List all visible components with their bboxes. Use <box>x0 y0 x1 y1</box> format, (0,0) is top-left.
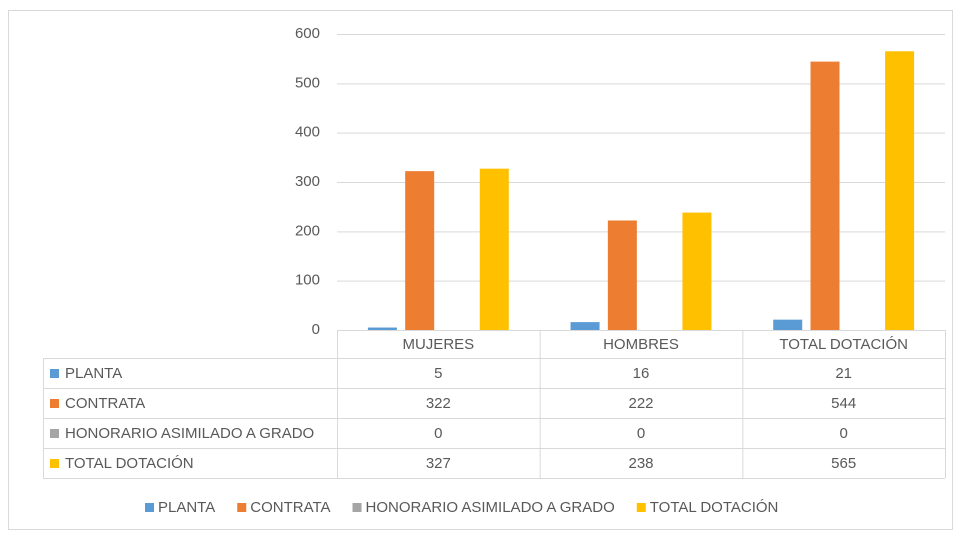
bar <box>773 319 803 330</box>
y-tick-label: 400 <box>295 124 320 141</box>
legend-label: TOTAL DOTACIÓN <box>650 499 779 516</box>
legend-label: PLANTA <box>158 499 215 516</box>
bar <box>367 327 397 330</box>
bar <box>885 51 915 331</box>
table-value: 238 <box>628 455 653 472</box>
table-value: 0 <box>839 425 847 442</box>
legend-key <box>50 399 59 408</box>
y-tick-label: 500 <box>295 74 320 91</box>
series-label: PLANTA <box>65 365 122 382</box>
table-value: 322 <box>426 395 451 412</box>
table-value: 565 <box>831 455 856 472</box>
legend-label: HONORARIO ASIMILADO A GRADO <box>366 499 615 516</box>
table-value: 21 <box>835 365 852 382</box>
table-value: 0 <box>434 425 442 442</box>
y-tick-label: 100 <box>295 272 320 289</box>
bar <box>607 220 637 330</box>
y-tick-label: 600 <box>295 25 320 42</box>
series-label: TOTAL DOTACIÓN <box>65 455 194 472</box>
category-label: MUJERES <box>402 336 474 353</box>
legend-key <box>50 369 59 378</box>
bar <box>479 168 509 330</box>
table-value: 16 <box>633 365 650 382</box>
table-value: 544 <box>831 395 856 412</box>
legend-key <box>352 503 362 512</box>
category-label: TOTAL DOTACIÓN <box>779 336 908 353</box>
category-label: HOMBRES <box>603 336 679 353</box>
table-value: 327 <box>426 455 451 472</box>
bar <box>570 322 600 330</box>
y-tick-label: 0 <box>312 321 320 338</box>
bar <box>810 61 840 330</box>
y-tick-label: 300 <box>295 173 320 190</box>
series-label: CONTRATA <box>65 395 145 412</box>
legend-key <box>50 429 59 438</box>
bar <box>682 212 712 330</box>
bar <box>405 171 435 330</box>
legend-key <box>237 503 247 512</box>
table-value: 0 <box>637 425 645 442</box>
y-tick-label: 200 <box>295 222 320 239</box>
table-value: 222 <box>628 395 653 412</box>
legend-key <box>50 459 59 468</box>
legend-key <box>145 503 154 512</box>
series-label: HONORARIO ASIMILADO A GRADO <box>65 425 314 442</box>
legend-key <box>636 503 646 512</box>
legend-label: CONTRATA <box>250 499 330 516</box>
table-value: 5 <box>434 365 442 382</box>
